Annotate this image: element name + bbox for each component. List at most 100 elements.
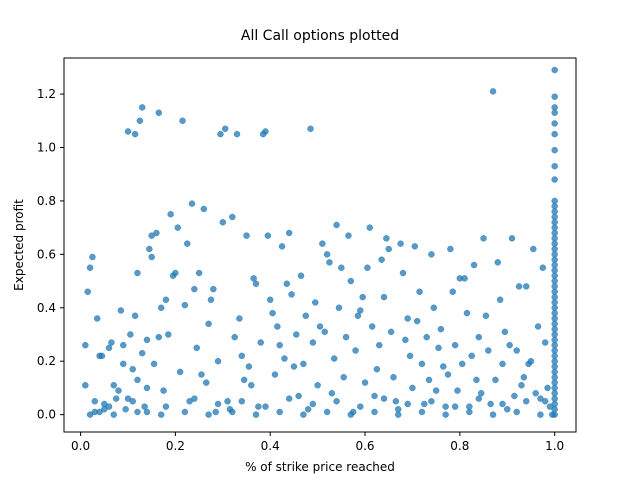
data-point xyxy=(477,390,485,397)
data-point xyxy=(312,299,319,306)
data-point xyxy=(527,357,535,365)
data-point xyxy=(276,408,283,416)
data-point xyxy=(250,275,257,282)
data-point xyxy=(153,229,160,237)
data-point xyxy=(264,232,272,239)
data-point xyxy=(202,379,210,386)
data-point xyxy=(418,360,426,368)
data-point xyxy=(285,395,293,402)
data-point xyxy=(262,403,269,410)
data-point xyxy=(138,104,146,111)
data-point xyxy=(162,296,170,304)
data-point xyxy=(421,400,428,408)
data-point xyxy=(406,352,414,360)
data-point xyxy=(451,341,459,349)
data-point xyxy=(229,213,236,221)
data-point xyxy=(214,357,222,365)
data-point xyxy=(115,387,122,394)
data-point xyxy=(522,283,530,290)
data-point xyxy=(378,256,385,263)
chart-title: All Call options plotted xyxy=(241,28,399,44)
data-point xyxy=(143,384,151,392)
data-point xyxy=(172,269,179,277)
data-point xyxy=(276,341,283,349)
data-point xyxy=(281,355,288,362)
data-point xyxy=(141,403,148,410)
data-point xyxy=(188,200,196,207)
data-point xyxy=(444,371,452,378)
data-point xyxy=(195,269,203,277)
data-point xyxy=(352,347,359,354)
data-point xyxy=(501,328,509,336)
data-point xyxy=(544,384,551,392)
data-point xyxy=(176,368,184,376)
data-point xyxy=(411,243,419,250)
data-point xyxy=(482,312,490,320)
data-point xyxy=(162,403,170,410)
data-point xyxy=(257,339,264,346)
data-point xyxy=(551,120,558,127)
data-point xyxy=(461,275,468,282)
data-point xyxy=(124,128,132,135)
data-point xyxy=(499,400,506,408)
data-point xyxy=(174,224,182,231)
data-point xyxy=(449,288,456,295)
data-point xyxy=(551,197,558,205)
data-point xyxy=(129,365,136,373)
data-point xyxy=(245,363,253,370)
data-point xyxy=(98,352,106,360)
data-point xyxy=(191,395,198,402)
data-point xyxy=(489,88,497,95)
data-point xyxy=(442,403,449,410)
data-point xyxy=(366,224,374,231)
y-tick-label: 0.8 xyxy=(37,194,56,208)
data-point xyxy=(364,264,371,271)
data-point xyxy=(551,93,558,100)
data-point xyxy=(394,411,402,418)
data-point xyxy=(451,403,459,410)
data-point xyxy=(515,283,523,290)
data-point xyxy=(513,347,520,354)
data-point xyxy=(551,130,558,138)
data-point xyxy=(138,349,146,357)
data-point xyxy=(326,259,333,266)
x-tick-label: 0.8 xyxy=(450,439,469,453)
data-point xyxy=(532,390,539,397)
data-point xyxy=(541,398,549,405)
data-point xyxy=(333,221,340,229)
data-point xyxy=(165,331,172,338)
data-point xyxy=(224,398,231,405)
x-tick-label: 0.0 xyxy=(71,439,90,453)
data-point xyxy=(160,387,167,394)
data-point xyxy=(506,341,513,349)
data-point xyxy=(357,403,364,410)
data-point xyxy=(266,296,274,304)
data-point xyxy=(466,408,473,416)
data-point xyxy=(143,408,151,416)
data-point xyxy=(473,376,480,384)
data-point xyxy=(274,323,281,330)
data-point xyxy=(314,382,321,389)
data-point xyxy=(82,382,89,389)
data-point xyxy=(89,253,96,261)
data-point xyxy=(380,293,388,301)
data-point xyxy=(361,379,369,386)
data-point xyxy=(428,251,435,258)
data-point xyxy=(212,408,219,416)
y-tick-label: 0.2 xyxy=(37,354,56,368)
plot-frame xyxy=(63,57,577,433)
data-point xyxy=(354,312,362,320)
data-point xyxy=(376,341,383,349)
data-point xyxy=(304,406,312,413)
data-point xyxy=(508,235,516,242)
data-point xyxy=(214,400,222,408)
data-point xyxy=(205,411,212,418)
data-point xyxy=(283,280,291,287)
data-point xyxy=(480,235,487,242)
data-point xyxy=(200,205,208,213)
data-point xyxy=(447,245,454,253)
data-point xyxy=(221,125,229,133)
data-point xyxy=(238,352,246,360)
data-point xyxy=(513,408,520,416)
data-point xyxy=(496,296,504,304)
